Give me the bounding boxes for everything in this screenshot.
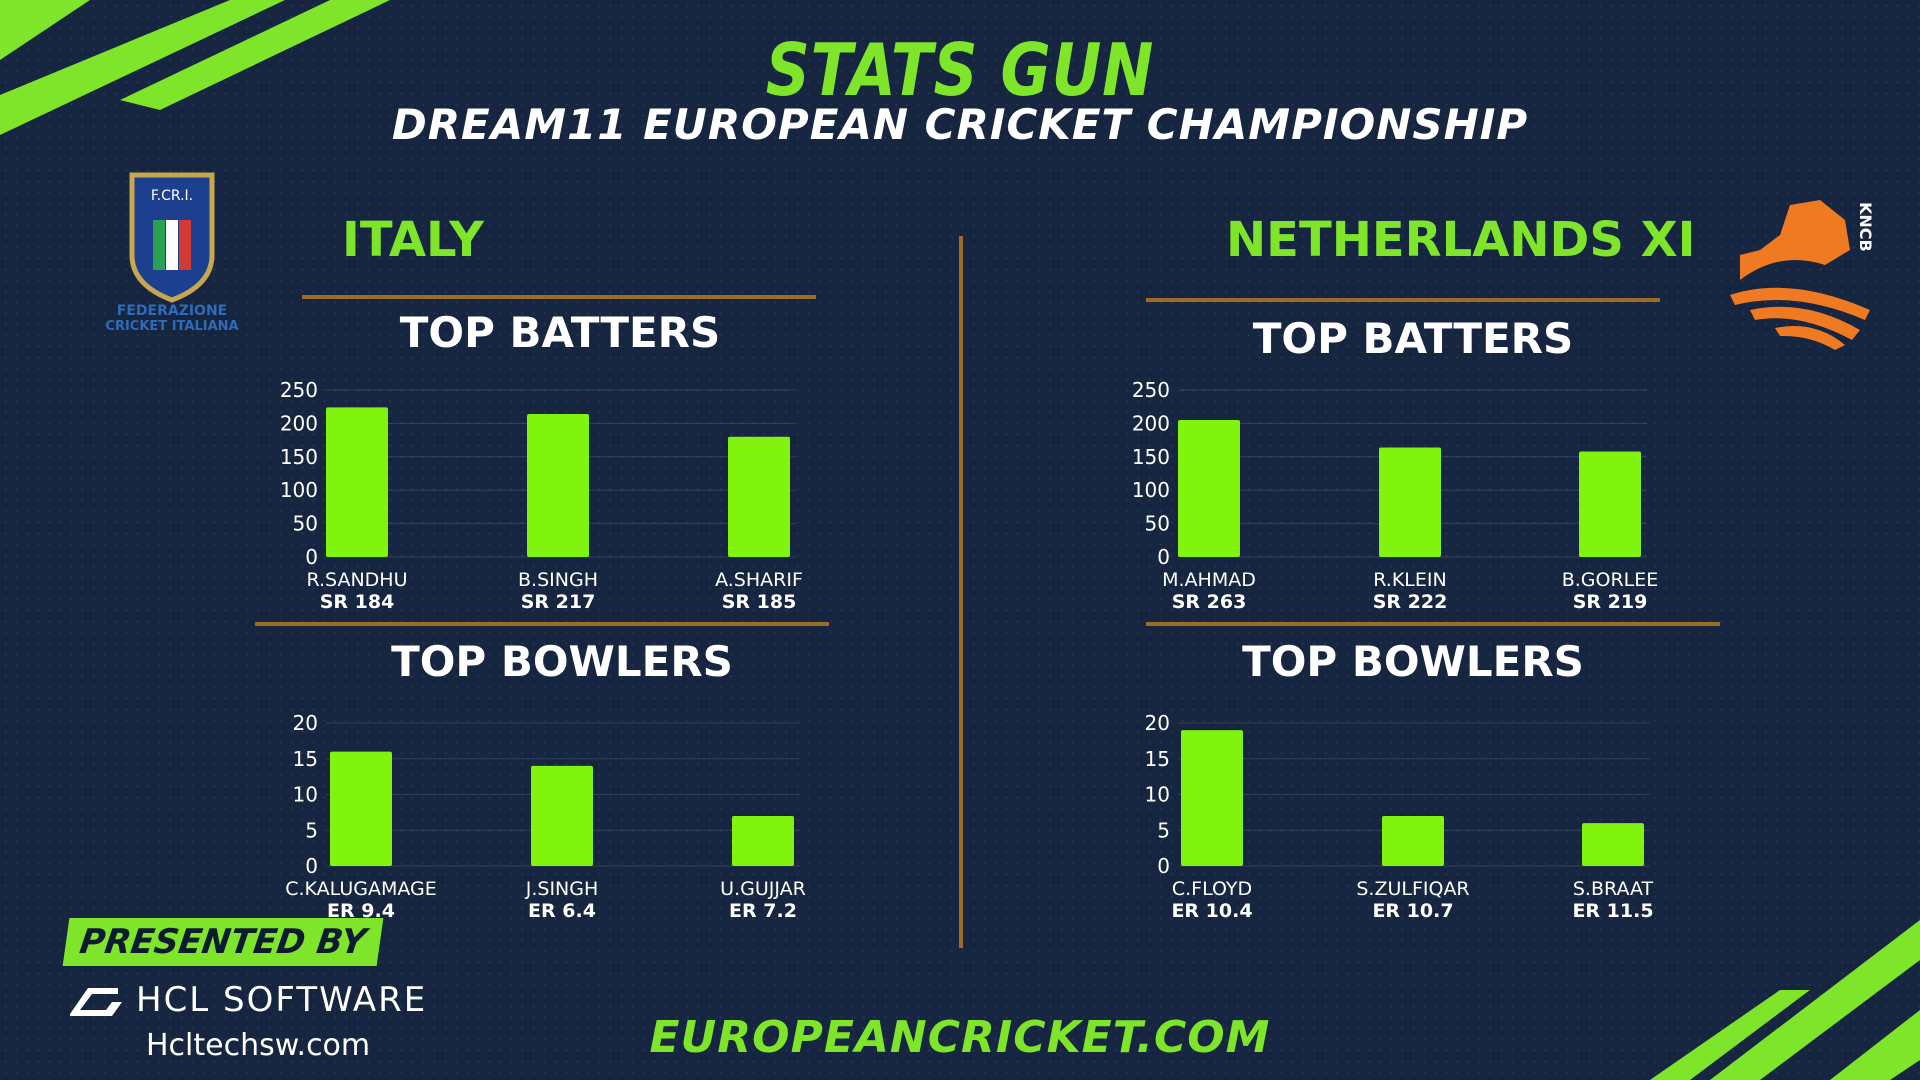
- team-name-italy: ITALY: [342, 212, 484, 268]
- italy-bowlers-title: TOP BOWLERS: [391, 637, 733, 686]
- bar-u-gujjar: [732, 815, 794, 866]
- stat-label: ER 9.4: [327, 900, 395, 922]
- category-label: M.AHMAD: [1162, 569, 1256, 591]
- presented-by-badge: PRESENTED BY: [62, 918, 384, 966]
- netherlands-batters-title: TOP BATTERS: [1252, 314, 1574, 363]
- bar-m-ahmad: [1178, 420, 1240, 557]
- category-label: R.SANDHU: [306, 569, 407, 591]
- bar-j-singh: [531, 765, 593, 866]
- hcl-software-label: HCL SOFTWARE: [136, 980, 428, 1020]
- category-label: C.FLOYD: [1172, 878, 1252, 900]
- bar-r-klein: [1379, 447, 1441, 557]
- category-label: R.KLEIN: [1373, 569, 1446, 591]
- y-tick-label: 0: [1157, 854, 1170, 878]
- bar-c-floyd: [1181, 730, 1243, 866]
- bar-s-zulfiqar: [1382, 815, 1444, 866]
- bar-c-kalugamage: [330, 751, 392, 866]
- stat-label: SR 184: [320, 591, 395, 613]
- stat-label: ER 10.4: [1171, 900, 1252, 922]
- bar-b-gorlee: [1579, 451, 1641, 557]
- center-vertical-divider: [959, 236, 963, 948]
- stat-label: SR 222: [1373, 591, 1448, 613]
- divider-italy-middle: [255, 622, 829, 626]
- stat-label: ER 10.7: [1372, 900, 1453, 922]
- divider-italy-top: [302, 295, 816, 299]
- category-label: S.BRAAT: [1573, 878, 1654, 900]
- category-label: A.SHARIF: [715, 569, 803, 591]
- stat-label: SR 185: [722, 591, 797, 613]
- bar-b-singh: [527, 414, 589, 557]
- italy-federation-logo: F.CR.I. FEDERAZIONE CRICKET ITALIANA: [105, 172, 239, 330]
- y-tick-label: 10: [1145, 783, 1170, 807]
- bar-a-sharif: [728, 436, 790, 557]
- y-tick-label: 250: [1132, 378, 1170, 402]
- y-tick-label: 50: [1145, 512, 1170, 536]
- y-tick-label: 5: [1157, 818, 1170, 842]
- italy-logo-bottom-text-2: CRICKET ITALIANA: [105, 319, 238, 330]
- y-tick-label: 200: [1132, 411, 1170, 435]
- y-tick-label: 100: [1132, 478, 1170, 502]
- y-tick-label: 250: [280, 378, 318, 402]
- stat-label: ER 11.5: [1572, 900, 1653, 922]
- stat-label: SR 217: [521, 591, 596, 613]
- y-tick-label: 15: [1145, 747, 1170, 771]
- category-label: J.SINGH: [525, 878, 599, 900]
- italy-logo-bottom-text-1: FEDERAZIONE: [117, 303, 227, 319]
- y-tick-label: 150: [280, 445, 318, 469]
- european-cricket-url[interactable]: EUROPEANCRICKET.COM: [649, 1012, 1271, 1063]
- category-label: B.GORLEE: [1562, 569, 1659, 591]
- y-tick-label: 10: [293, 783, 318, 807]
- y-tick-label: 0: [305, 545, 318, 569]
- italy-batters-title: TOP BATTERS: [399, 308, 721, 357]
- y-tick-label: 5: [305, 818, 318, 842]
- y-tick-label: 15: [293, 747, 318, 771]
- hcl-logo-icon: [70, 988, 122, 1016]
- hcl-url[interactable]: Hcltechsw.com: [146, 1028, 371, 1063]
- y-tick-label: 0: [1157, 545, 1170, 569]
- bar-r-sandhu: [326, 407, 388, 557]
- y-tick-label: 20: [293, 711, 318, 735]
- stat-label: ER 7.2: [729, 900, 797, 922]
- bottom-right-slash-graphic: [1650, 920, 1920, 1080]
- category-label: U.GUJJAR: [720, 878, 806, 900]
- category-label: B.SINGH: [518, 569, 598, 591]
- header-subtitle: DREAM11 EUROPEAN CRICKET CHAMPIONSHIP: [391, 100, 1529, 149]
- divider-netherlands-top: [1146, 298, 1660, 302]
- y-tick-label: 20: [1145, 711, 1170, 735]
- bar-s-braat: [1582, 823, 1644, 866]
- netherlands-bowlers-title: TOP BOWLERS: [1242, 637, 1584, 686]
- header-title: STATS GUN: [765, 28, 1155, 112]
- stat-label: ER 6.4: [528, 900, 596, 922]
- stat-label: SR 263: [1172, 591, 1247, 613]
- category-label: S.ZULFIQAR: [1356, 878, 1469, 900]
- y-tick-label: 0: [305, 854, 318, 878]
- stat-label: SR 219: [1573, 591, 1648, 613]
- kncb-logo-text: KNCB: [1856, 202, 1875, 252]
- divider-netherlands-middle: [1146, 622, 1720, 626]
- y-tick-label: 50: [293, 512, 318, 536]
- y-tick-label: 150: [1132, 445, 1170, 469]
- top-left-slash-graphic: [0, 0, 390, 135]
- y-tick-label: 100: [280, 478, 318, 502]
- y-tick-label: 200: [280, 411, 318, 435]
- category-label: C.KALUGAMAGE: [285, 878, 436, 900]
- team-name-netherlands: NETHERLANDS XI: [1226, 212, 1696, 268]
- kncb-lion-logo: KNCB: [1730, 200, 1875, 350]
- italy-logo-top-text: F.CR.I.: [151, 188, 193, 204]
